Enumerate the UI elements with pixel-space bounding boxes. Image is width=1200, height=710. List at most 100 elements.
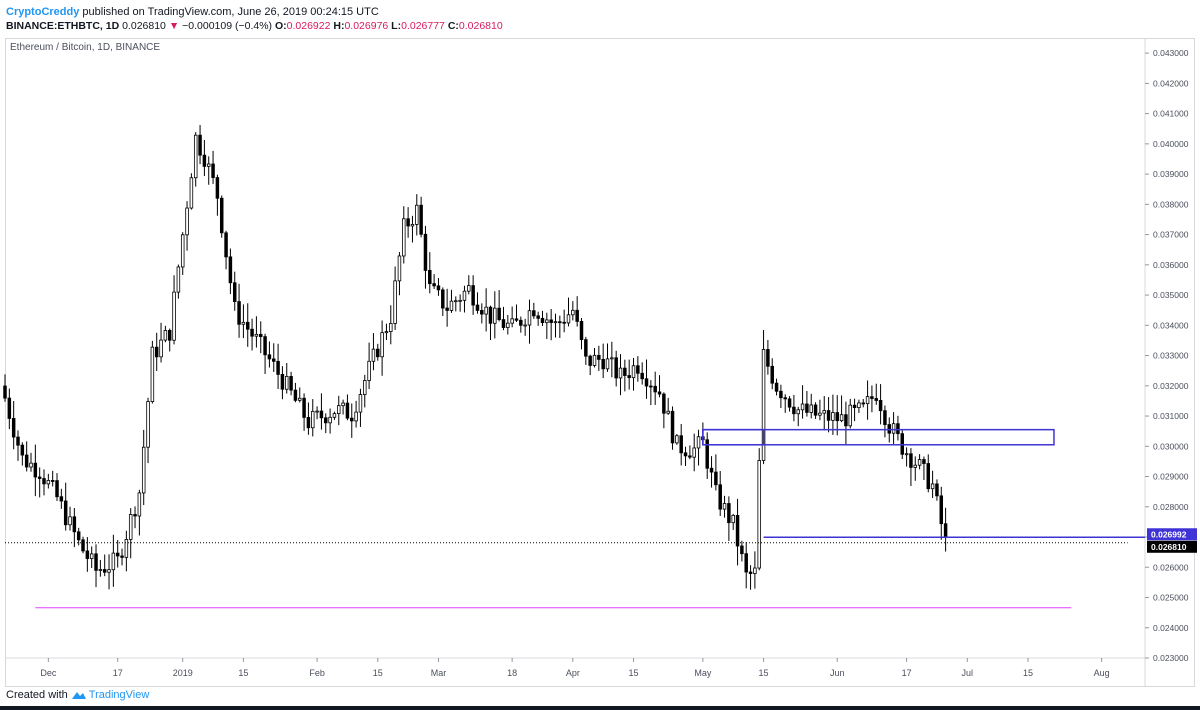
candle-body	[783, 397, 787, 400]
candle-body	[818, 412, 822, 416]
candle-body	[475, 304, 480, 311]
candle-body	[935, 483, 939, 497]
candle-body	[441, 289, 445, 309]
candle-body	[276, 360, 280, 375]
y-tick-label: 0.029000	[1153, 472, 1189, 482]
price-change: −0.000109 (−0.4%)	[182, 20, 273, 32]
candle-body	[189, 177, 194, 209]
candle-body	[33, 462, 38, 478]
candle-body	[688, 455, 692, 458]
x-tick-label: 17	[113, 668, 123, 678]
y-tick-label: 0.041000	[1153, 109, 1189, 119]
candle-body	[514, 318, 519, 321]
candle-body	[792, 406, 796, 415]
candle-body	[111, 552, 116, 571]
x-tick-label: Apr	[566, 668, 580, 678]
price-label-text: 0.026810	[1151, 542, 1187, 552]
candle-body	[176, 266, 181, 293]
candle-body	[81, 539, 85, 552]
candle-body	[497, 307, 501, 320]
candle-body	[133, 514, 137, 517]
candle-body	[540, 317, 545, 324]
candle-body	[137, 492, 142, 517]
candle-body	[839, 414, 844, 422]
y-tick-label: 0.024000	[1153, 623, 1189, 633]
published-text: published on TradingView.com, June 26, 2…	[82, 6, 379, 18]
candle-body	[774, 382, 779, 392]
author-link[interactable]: CryptoCreddy	[6, 6, 80, 18]
candle-body	[887, 424, 892, 434]
price-label-bg	[1147, 528, 1197, 541]
y-tick-label: 0.039000	[1153, 169, 1189, 179]
candle-body	[618, 367, 623, 379]
x-tick-label: Dec	[40, 668, 57, 678]
candle-body	[306, 416, 311, 429]
tradingview-link[interactable]: TradingView	[88, 689, 150, 701]
y-tick-label: 0.036000	[1153, 260, 1189, 270]
candle-body	[263, 336, 267, 356]
close-label: C:	[447, 20, 459, 32]
candle-body	[527, 310, 532, 326]
candle-body	[445, 307, 449, 311]
candle-body	[72, 516, 77, 533]
candle-body	[163, 330, 168, 341]
candle-body	[410, 224, 415, 227]
y-tick-label: 0.030000	[1153, 441, 1189, 451]
candle-body	[553, 321, 558, 324]
candle-body	[232, 282, 237, 302]
y-tick-label: 0.025000	[1153, 593, 1189, 603]
high-label: H:	[333, 20, 345, 32]
candle-body	[389, 323, 393, 332]
candle-body	[367, 360, 371, 381]
candle-body	[566, 314, 571, 324]
tradingview-logo-icon	[71, 692, 86, 699]
candle-body	[250, 328, 254, 337]
candle-body	[666, 410, 670, 414]
candle-body	[141, 446, 146, 494]
candle-body	[432, 283, 436, 287]
candle-body	[3, 385, 7, 399]
candle-body	[462, 290, 467, 301]
x-tick-label: 17	[902, 668, 912, 678]
candle-body	[285, 376, 289, 390]
candle-body	[861, 402, 865, 405]
candle-body	[909, 453, 913, 468]
x-tick-label: Jun	[830, 668, 845, 678]
candle-body	[341, 402, 345, 407]
candle-body	[371, 348, 376, 362]
candle-body	[215, 177, 220, 199]
candle-body	[211, 163, 215, 178]
candle-body	[614, 357, 618, 379]
candle-body	[159, 339, 163, 358]
candle-body	[102, 569, 107, 573]
y-tick-label: 0.037000	[1153, 230, 1189, 240]
close-value: 0.026810	[458, 20, 503, 32]
candle-body	[532, 310, 536, 317]
created-with-text: Created with	[6, 689, 68, 701]
candle-body	[206, 163, 211, 167]
candle-body	[185, 207, 189, 236]
candle-body	[601, 359, 605, 370]
candle-body	[575, 309, 579, 322]
candle-body	[835, 412, 839, 422]
candle-body	[42, 478, 46, 485]
y-tick-label: 0.028000	[1153, 502, 1189, 512]
candle-body	[115, 552, 120, 557]
x-tick-label: 15	[629, 668, 639, 678]
price-label-bg	[1147, 540, 1197, 553]
symbol: BINANCE:ETHBTC, 1D	[6, 20, 120, 32]
candle-body	[272, 358, 276, 362]
candle-body	[358, 394, 363, 413]
candle-body	[852, 404, 857, 408]
candle-body	[332, 413, 337, 418]
chart-pane[interactable]	[5, 38, 1195, 687]
candle-body	[315, 410, 319, 413]
candle-body	[319, 410, 324, 419]
candle-body	[85, 550, 90, 559]
candle-body	[610, 357, 614, 360]
candle-body	[384, 331, 389, 334]
candle-body	[363, 380, 367, 395]
y-tick-label: 0.043000	[1153, 48, 1189, 58]
candle-body	[597, 354, 601, 360]
